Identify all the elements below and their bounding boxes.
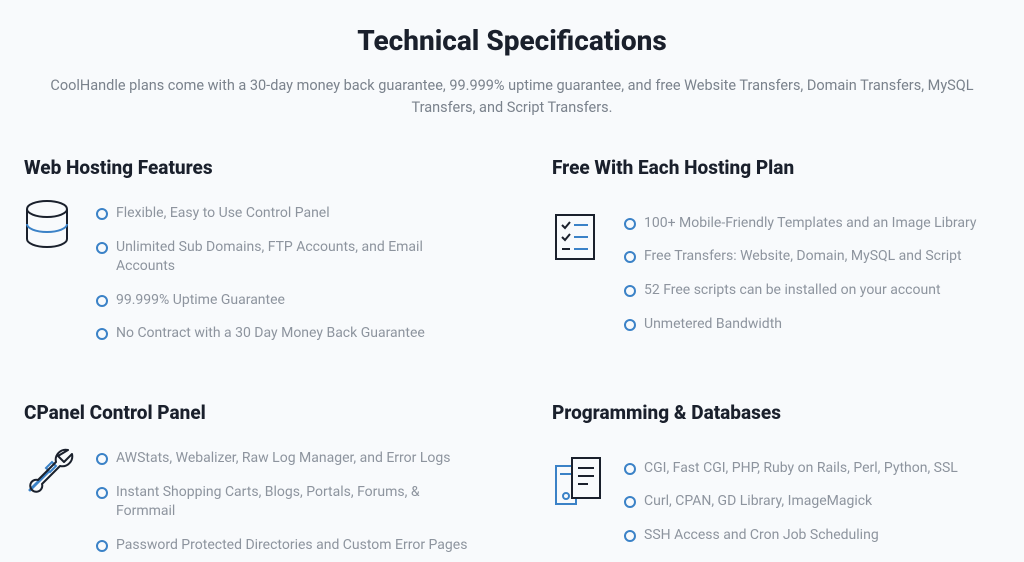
page-title: Technical Specifications bbox=[16, 24, 1008, 57]
spec-item: No Contract with a 30 Day Money Back Gua… bbox=[96, 317, 472, 351]
page-subtitle: CoolHandle plans come with a 30-day mone… bbox=[32, 75, 992, 120]
spec-item-list: AWStats, Webalizer, Raw Log Manager, and… bbox=[96, 442, 472, 562]
spec-item-list: Flexible, Easy to Use Control Panel Unli… bbox=[96, 197, 472, 351]
spec-item: Free Transfers: Website, Domain, MySQL a… bbox=[624, 240, 1000, 274]
specs-grid: Web Hosting Features Flexible, Easy to U… bbox=[16, 156, 1008, 562]
spec-item: Unlimited Sub Domains, FTP Accounts, and… bbox=[96, 231, 472, 284]
spec-block-title: Programming & Databases bbox=[552, 401, 1000, 424]
spec-item-list: 100+ Mobile-Friendly Templates and an Im… bbox=[624, 207, 1000, 341]
spec-block-title: Web Hosting Features bbox=[24, 156, 472, 179]
spec-block-title: CPanel Control Panel bbox=[24, 401, 472, 424]
tools-icon bbox=[24, 442, 76, 496]
spec-block-programming: Programming & Databases CGI, Fast CGI, P… bbox=[552, 401, 1000, 562]
spec-item: Curl, CPAN, GD Library, ImageMagick bbox=[624, 485, 1000, 519]
spec-item: Flexible, Easy to Use Control Panel bbox=[96, 197, 472, 231]
spec-item: Unmetered Bandwidth bbox=[624, 308, 1000, 342]
spec-item: Instant Shopping Carts, Blogs, Portals, … bbox=[96, 476, 472, 529]
spec-item: 100+ Mobile-Friendly Templates and an Im… bbox=[624, 207, 1000, 241]
spec-block-web-hosting: Web Hosting Features Flexible, Easy to U… bbox=[24, 156, 472, 351]
spec-block-cpanel: CPanel Control Panel AWStats, Webalizer,… bbox=[24, 401, 472, 562]
spec-item: 52 Free scripts can be installed on your… bbox=[624, 274, 1000, 308]
spec-item-list: CGI, Fast CGI, PHP, Ruby on Rails, Perl,… bbox=[624, 452, 1000, 553]
spec-item: 99.999% Uptime Guarantee bbox=[96, 284, 472, 318]
database-icon bbox=[24, 197, 76, 251]
server-doc-icon bbox=[552, 452, 604, 508]
spec-item: Password Protected Directories and Custo… bbox=[96, 529, 472, 562]
spec-item: AWStats, Webalizer, Raw Log Manager, and… bbox=[96, 442, 472, 476]
spec-item: SSH Access and Cron Job Scheduling bbox=[624, 519, 1000, 553]
spec-block-free-with-plan: Free With Each Hosting Plan 100+ Mobile-… bbox=[552, 156, 1000, 351]
checklist-icon bbox=[552, 207, 604, 261]
spec-block-title: Free With Each Hosting Plan bbox=[552, 156, 1000, 179]
tech-specs-section: Technical Specifications CoolHandle plan… bbox=[0, 0, 1024, 562]
spec-item: CGI, Fast CGI, PHP, Ruby on Rails, Perl,… bbox=[624, 452, 1000, 486]
